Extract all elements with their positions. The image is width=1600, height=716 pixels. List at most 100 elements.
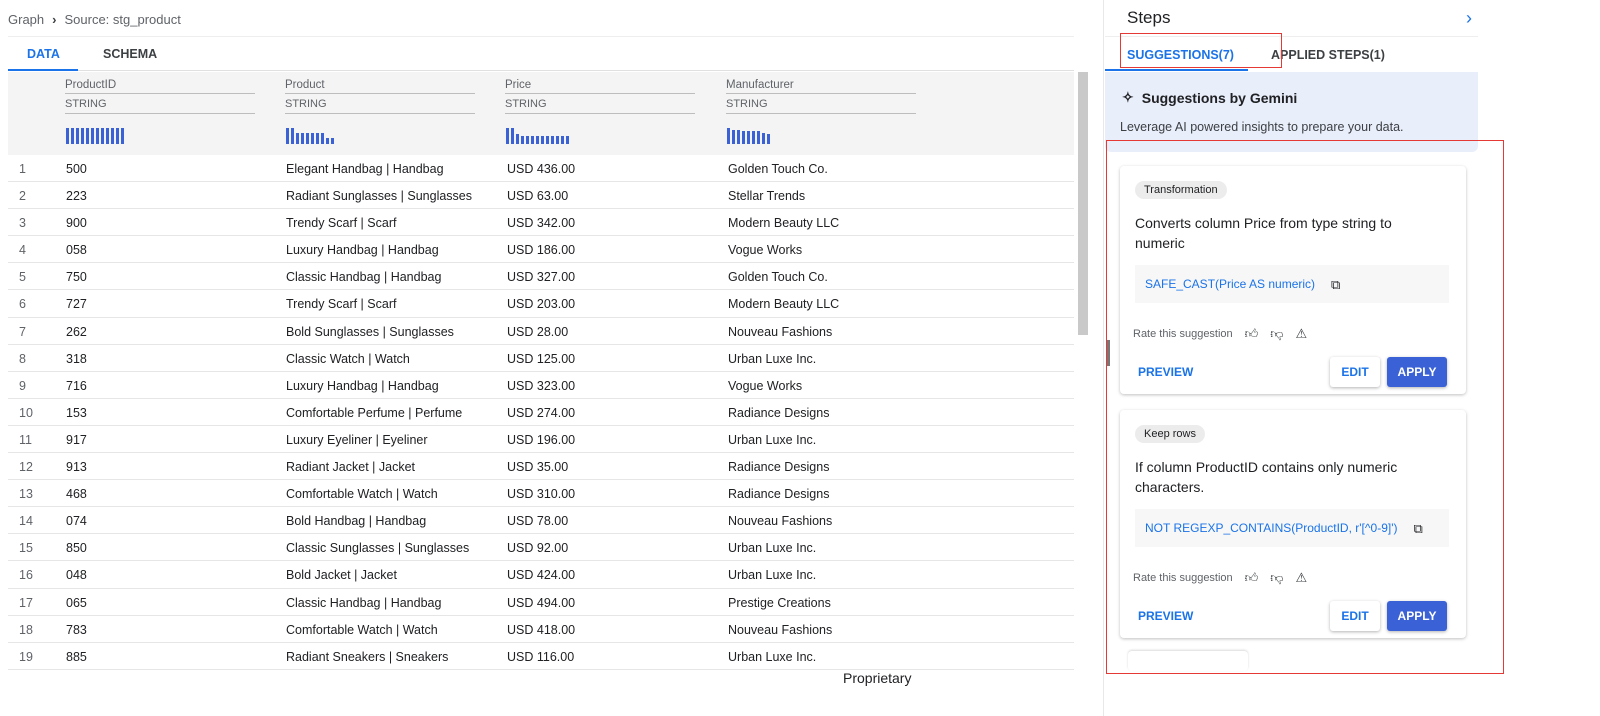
histogram-bar [531, 136, 534, 144]
table-row[interactable]: 14 074 Bold Handbag | Handbag USD 78.00 Nouv… [8, 507, 1074, 535]
table-row[interactable]: 6 727 Trendy Scarf | Scarf USD 203.00 Modern… [8, 290, 1074, 318]
cell-product: Comfortable Perfume | Perfume [286, 405, 463, 420]
edit-button[interactable]: EDIT [1330, 601, 1380, 631]
gemini-description: Leverage AI powered insights to prepare … [1120, 120, 1404, 134]
table-row[interactable]: 15 850 Classic Sunglasses | Sunglasses USD … [8, 534, 1074, 562]
cell-price: USD 196.00 [507, 432, 576, 447]
cell-productid: 318 [66, 351, 87, 366]
histogram-bar [727, 128, 730, 144]
feedback-icon[interactable]: ⚠︎ [1295, 570, 1308, 585]
apply-button[interactable]: APPLY [1387, 601, 1447, 631]
cell-product: Classic Handbag | Handbag [286, 270, 442, 285]
histogram-bar [101, 128, 104, 144]
feedback-icon[interactable]: ⚠︎ [1295, 326, 1308, 341]
table-scrollbar[interactable] [1078, 72, 1088, 335]
cell-product: Classic Handbag | Handbag [286, 595, 442, 610]
cell-product: Radiant Sneakers | Sneakers [286, 649, 449, 664]
table-row[interactable]: 13 468 Comfortable Watch | Watch USD 310.00… [8, 480, 1074, 508]
suggestion-card: Keep rows If column ProductID contains o… [1120, 410, 1466, 638]
preview-button[interactable]: PREVIEW [1138, 365, 1194, 379]
row-number: 18 [19, 622, 33, 637]
table-row[interactable]: 9 716 Luxury Handbag | Handbag USD 323.00 Vo… [8, 372, 1074, 399]
histogram-bar [737, 129, 740, 144]
histogram-bar [306, 132, 309, 144]
row-number: 16 [19, 568, 33, 583]
cell-manufacturer: Modern Beauty LLC [728, 216, 840, 231]
column-header-manufacturer[interactable]: Manufacturer STRING [726, 72, 916, 114]
table-row[interactable]: 18 783 Comfortable Watch | Watch USD 418.00… [8, 616, 1074, 643]
table-row[interactable]: 16 048 Bold Jacket | Jacket USD 424.00 Urban… [8, 561, 1074, 589]
table-row[interactable]: 12 913 Radiant Jacket | Jacket USD 35.00 Rad… [8, 453, 1074, 481]
cell-manufacturer: Golden Touch Co. [728, 270, 828, 285]
tab-schema[interactable]: SCHEMA [103, 47, 158, 61]
tab-data[interactable]: DATA [27, 47, 60, 61]
cell-manufacturer: Nouveau Fashions [728, 514, 833, 529]
row-number: 17 [19, 595, 33, 610]
row-number: 2 [19, 189, 26, 204]
table-row[interactable]: 3 900 Trendy Scarf | Scarf USD 342.00 Modern… [8, 209, 1074, 237]
cell-manufacturer: Radiance Designs [728, 405, 830, 420]
cell-price: USD 92.00 [507, 541, 569, 556]
thumbs-up-icon[interactable]: 👍︎ [1244, 326, 1259, 341]
collapse-chevron-icon[interactable]: › [1466, 8, 1472, 28]
suggestion-description: Converts column Price from type string t… [1135, 215, 1392, 251]
apply-button[interactable]: APPLY [1387, 357, 1447, 387]
table-row[interactable]: 10 153 Comfortable Perfume | Perfume USD 27… [8, 399, 1074, 426]
suggestion-type-chip: Transformation [1135, 181, 1227, 199]
table-row[interactable]: 4 058 Luxury Handbag | Handbag USD 186.00 Vo… [8, 236, 1074, 264]
cell-manufacturer: Prestige Creations [728, 595, 831, 610]
resize-handle[interactable] [1107, 340, 1110, 366]
column-name: Price [505, 72, 695, 94]
column-header-product[interactable]: Product STRING [285, 72, 475, 114]
copy-icon[interactable]: ⧉ [1331, 277, 1341, 292]
histogram-bar [66, 128, 69, 144]
table-row[interactable]: 19 885 Radiant Sneakers | Sneakers USD 116.… [8, 643, 1074, 670]
histogram-bar [767, 134, 770, 144]
cell-price: USD 35.00 [507, 460, 569, 475]
table-row[interactable]: 2 223 Radiant Sunglasses | Sunglasses USD 6… [8, 182, 1074, 210]
histogram-bar [91, 128, 94, 144]
cell-product: Bold Sunglasses | Sunglasses [286, 324, 454, 339]
breadcrumb-current: Source: stg_product [64, 12, 181, 27]
table-row[interactable]: 7 262 Bold Sunglasses | Sunglasses USD 28.0… [8, 318, 1074, 345]
tab-applied-steps[interactable]: APPLIED STEPS(1) [1271, 48, 1385, 62]
column-header-price[interactable]: Price STRING [505, 72, 695, 114]
cell-price: USD 28.00 [507, 324, 569, 339]
thumbs-down-icon[interactable]: 👎︎ [1270, 326, 1284, 341]
histogram-bar [762, 132, 765, 144]
table-row[interactable]: 17 065 Classic Handbag | Handbag USD 494.00… [8, 589, 1074, 616]
histogram-bar [291, 128, 294, 144]
cell-product: Trendy Scarf | Scarf [286, 297, 397, 312]
data-tabs: DATA SCHEMA [8, 36, 1074, 71]
histogram-bar [121, 128, 124, 144]
cell-productid: 058 [66, 243, 87, 258]
histogram-bar [76, 128, 79, 144]
steps-title: Steps [1127, 8, 1171, 27]
preview-button[interactable]: PREVIEW [1138, 609, 1194, 623]
copy-icon[interactable]: ⧉ [1413, 521, 1423, 536]
cell-productid: 885 [66, 649, 87, 664]
row-number: 14 [19, 514, 33, 529]
histogram-bar [311, 132, 314, 144]
histogram-bar [511, 128, 514, 144]
thumbs-down-icon[interactable]: 👎︎ [1270, 570, 1284, 585]
table-row[interactable]: 11 917 Luxury Eyeliner | Eyeliner USD 196.0… [8, 426, 1074, 454]
row-number: 15 [19, 541, 33, 556]
column-header-productid[interactable]: ProductID STRING [65, 72, 255, 114]
cell-productid: 913 [66, 460, 87, 475]
row-number: 6 [19, 297, 26, 312]
rate-label: Rate this suggestion [1133, 572, 1233, 584]
table-row[interactable]: 8 318 Classic Watch | Watch USD 125.00 Urban… [8, 345, 1074, 372]
cell-price: USD 203.00 [507, 297, 576, 312]
row-number: 8 [19, 351, 26, 366]
breadcrumb-graph[interactable]: Graph [8, 12, 45, 27]
tab-suggestions[interactable]: SUGGESTIONS(7) [1127, 48, 1234, 62]
table-row[interactable]: 1 500 Elegant Handbag | Handbag USD 436.00 G… [8, 155, 1074, 183]
table-row[interactable]: 5 750 Classic Handbag | Handbag USD 327.00 G… [8, 263, 1074, 291]
histogram-bar [506, 128, 509, 144]
cell-price: USD 186.00 [507, 243, 576, 258]
row-number: 1 [19, 162, 26, 176]
cell-manufacturer: Nouveau Fashions [728, 324, 833, 339]
thumbs-up-icon[interactable]: 👍︎ [1244, 570, 1259, 585]
edit-button[interactable]: EDIT [1330, 357, 1380, 387]
